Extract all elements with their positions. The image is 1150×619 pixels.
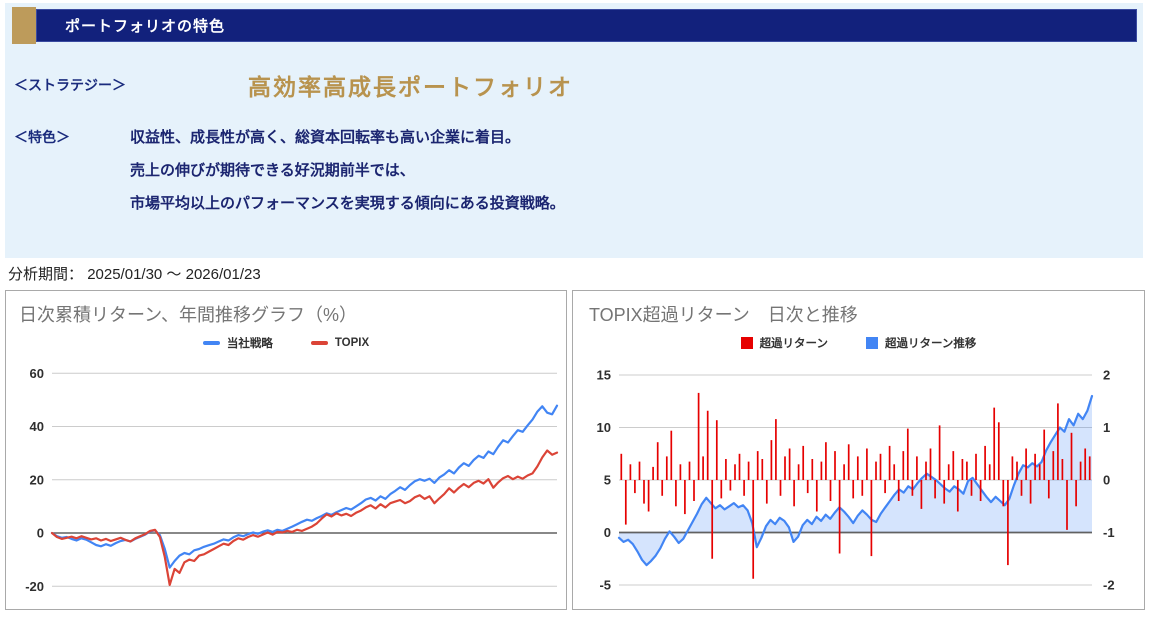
- svg-text:-20: -20: [25, 579, 44, 594]
- excess-line-swatch: [866, 337, 878, 349]
- info-panel: ポートフォリオの特色 ＜ストラテジー＞ 高効率高成長ポートフォリオ ＜特色＞ 収…: [5, 3, 1143, 258]
- svg-text:1: 1: [1103, 420, 1110, 435]
- section-title: ポートフォリオの特色: [65, 18, 226, 35]
- legend-label-topix: TOPIX: [334, 337, 370, 349]
- left-chart-svg: 60 40 20 0 -20: [25, 366, 559, 594]
- legend-item-excess-cumulative: 超過リターン推移: [866, 335, 976, 351]
- feature-line-1: 収益性、成長性が高く、総資本回転率も高い企業に着目。: [130, 129, 521, 146]
- analysis-period-value: 2025/01/30 ～ 2026/01/23: [87, 266, 261, 283]
- feature-row: ＜特色＞ 収益性、成長性が高く、総資本回転率も高い企業に着目。 売上の伸びが期待…: [5, 121, 1143, 220]
- svg-text:20: 20: [30, 472, 44, 487]
- legend-label-excess-cumulative: 超過リターン推移: [885, 338, 977, 350]
- svg-text:5: 5: [604, 473, 611, 488]
- feature-label: ＜特色＞: [14, 129, 70, 145]
- feature-line-3: 市場平均以上のパフォーマンスを実現する傾向にある投資戦略。: [130, 195, 565, 212]
- legend-item-topix: TOPIX: [310, 337, 370, 349]
- svg-text:0: 0: [1103, 473, 1110, 488]
- strategy-line-swatch: [202, 341, 220, 345]
- analysis-period: 分析期間： 2025/01/30 ～ 2026/01/23: [8, 263, 261, 284]
- right-chart-legend: 超過リターン 超過リターン推移: [573, 335, 1144, 351]
- svg-text:0: 0: [604, 525, 611, 540]
- gold-accent-block: [12, 7, 36, 44]
- svg-text:60: 60: [30, 366, 44, 381]
- legend-item-strategy: 当社戦略: [202, 335, 273, 351]
- left-chart-legend: 当社戦略 TOPIX: [6, 335, 566, 351]
- svg-text:40: 40: [30, 419, 44, 434]
- svg-text:-1: -1: [1103, 525, 1115, 540]
- excess-return-chart: TOPIX超過リターン 日次と推移 超過リターン 超過リターン推移 15 2 10 1…: [572, 290, 1145, 610]
- analysis-period-label: 分析期間：: [8, 266, 84, 283]
- left-chart-title: 日次累積リターン、年間推移グラフ（%）: [19, 305, 358, 325]
- legend-label-strategy: 当社戦略: [226, 338, 273, 350]
- svg-text:2: 2: [1103, 368, 1110, 383]
- svg-text:10: 10: [597, 420, 611, 435]
- svg-text:-2: -2: [1103, 578, 1115, 593]
- svg-text:-5: -5: [599, 578, 611, 593]
- svg-text:15: 15: [597, 368, 611, 383]
- strategy-label: ＜ストラテジー＞: [14, 77, 126, 93]
- legend-item-excess: 超過リターン: [740, 335, 828, 351]
- strategy-row: ＜ストラテジー＞ 高効率高成長ポートフォリオ: [5, 66, 1143, 104]
- svg-text:0: 0: [37, 526, 44, 541]
- topix-line-swatch: [310, 341, 328, 345]
- right-chart-title: TOPIX超過リターン 日次と推移: [589, 305, 858, 325]
- excess-bar-swatch: [740, 337, 753, 349]
- section-header-bar: ポートフォリオの特色: [36, 9, 1137, 42]
- cumulative-return-chart: 日次累積リターン、年間推移グラフ（%） 当社戦略 TOPIX 60 40 20 0 -2…: [5, 290, 567, 610]
- legend-label-excess: 超過リターン: [759, 338, 828, 350]
- feature-line-2: 売上の伸びが期待できる好況期前半では、: [130, 162, 415, 179]
- feature-description: 収益性、成長性が高く、総資本回転率も高い企業に着目。 売上の伸びが期待できる好況…: [130, 121, 565, 220]
- strategy-title: 高効率高成長ポートフォリオ: [248, 74, 573, 100]
- right-chart-svg: 15 210 15 00 -1-5 -2: [597, 368, 1115, 593]
